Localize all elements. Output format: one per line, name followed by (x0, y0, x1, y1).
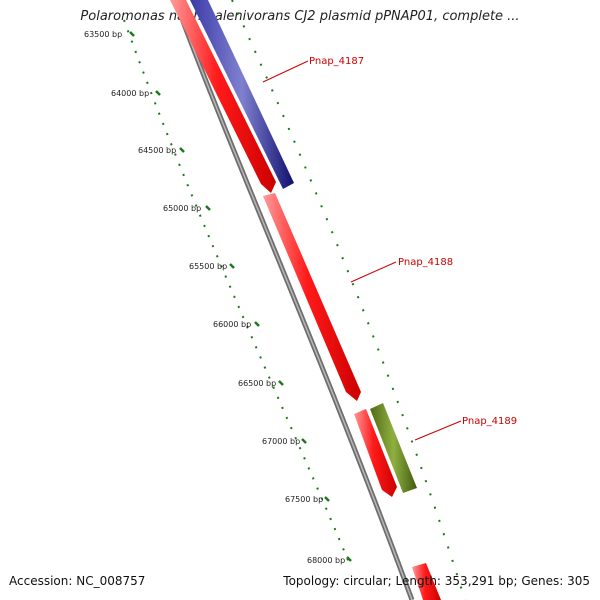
bp-tick-label: 67000 bp (262, 437, 300, 446)
accession-label: Accession: NC_008757 (9, 574, 146, 588)
gene-label-pnap-4187[interactable]: Pnap_4187 (309, 56, 364, 67)
gene-arrow-small-red[interactable] (354, 409, 397, 497)
bp-tick-label: 64000 bp (111, 89, 149, 98)
gene-arrow-bottom-red[interactable] (412, 563, 441, 600)
gene-arrow-pnap-4189[interactable] (370, 403, 417, 493)
bp-tick-label: 65500 bp (189, 262, 227, 271)
plasmid-backbone (172, 0, 415, 600)
bp-tick-label: 67500 bp (285, 495, 323, 504)
bp-tick-marks (129, 31, 352, 562)
bp-tick-label: 63500 bp (84, 30, 122, 39)
bp-tick-label: 66500 bp (238, 379, 276, 388)
bp-tick-label: 66000 bp (213, 320, 251, 329)
gene-arrow-pnap-4188[interactable] (263, 193, 361, 401)
bp-tick-label: 68000 bp (307, 556, 345, 565)
bp-tick-label: 64500 bp (138, 146, 176, 155)
scale-ring-outer (231, 0, 466, 600)
gene-label-pnap-4189[interactable]: Pnap_4189 (462, 416, 517, 427)
gene-label-leaders (262, 60, 462, 441)
genome-summary: Topology: circular; Length: 353,291 bp; … (283, 574, 590, 588)
gene-label-pnap-4188[interactable]: Pnap_4188 (398, 257, 453, 268)
scale-ring-inner (123, 19, 351, 566)
gene-arrow-pnap-4187[interactable] (190, 0, 294, 189)
gene-arrow-pnap-4187-red[interactable] (170, 0, 276, 193)
bp-tick-label: 65000 bp (163, 204, 201, 213)
plasmid-backbone-highlight (174, 0, 413, 600)
